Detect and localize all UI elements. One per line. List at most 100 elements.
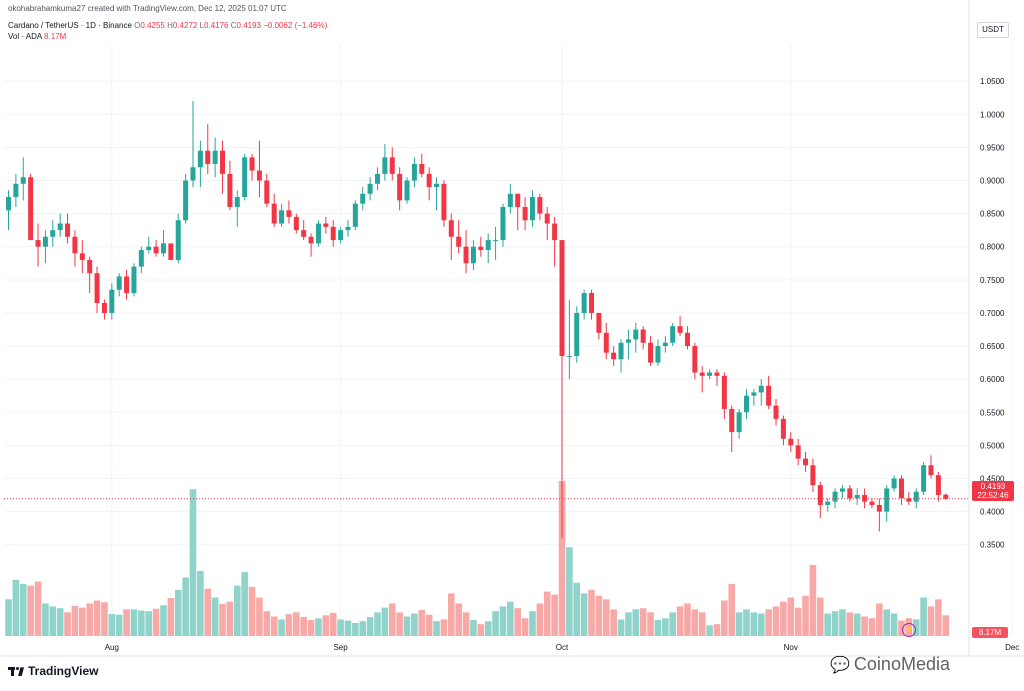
candle-body <box>648 342 654 363</box>
volume-bar <box>794 607 802 636</box>
volume-bar <box>551 594 558 636</box>
price-tick-label: 1.0000 <box>980 110 1005 119</box>
candle-body <box>470 246 476 264</box>
volume-bar <box>359 621 367 636</box>
candle-body <box>766 385 772 406</box>
candle-body <box>640 329 646 343</box>
volume-bar <box>226 601 234 636</box>
volume-bar <box>130 609 138 636</box>
candle-body <box>788 438 794 446</box>
volume-bar <box>566 547 573 636</box>
volume-bar <box>278 619 285 636</box>
candle-body <box>72 236 78 254</box>
candle-body <box>529 197 535 221</box>
candle-body <box>803 458 809 466</box>
volume-bar <box>529 611 536 636</box>
volume-bar <box>743 609 750 636</box>
candle-body <box>633 329 639 340</box>
volume-bar <box>684 603 691 636</box>
volume-bar <box>735 612 743 636</box>
candle-body <box>101 303 107 313</box>
candle-body <box>898 478 904 499</box>
volume-bar <box>647 612 654 636</box>
candle-body <box>20 177 26 184</box>
candle-body <box>928 465 934 476</box>
candle-body <box>286 210 292 217</box>
candle-body <box>537 197 543 214</box>
candle-body <box>308 236 314 244</box>
volume-bar <box>573 582 581 636</box>
volume-bar <box>876 603 883 636</box>
volume-bar <box>197 570 204 636</box>
candle-body <box>197 150 203 168</box>
candle-body <box>293 216 299 231</box>
candle-body <box>522 206 528 221</box>
volume-bar <box>204 588 212 636</box>
candle-body <box>256 170 262 181</box>
symbol-title[interactable]: Cardano / TetherUS · 1D · Binance <box>8 21 132 30</box>
volume-bar <box>108 614 116 636</box>
candle-body <box>279 210 285 224</box>
candle-countdown: 22:52:46 <box>977 491 1009 500</box>
candle-body <box>515 193 521 207</box>
volume-bar <box>580 593 588 636</box>
volume-bar <box>610 609 617 636</box>
volume-bar <box>507 601 514 636</box>
grid-lines <box>0 0 1024 657</box>
volume-label[interactable]: Vol · ADA <box>8 32 42 41</box>
price-tick-label: 0.6000 <box>980 375 1005 384</box>
volume-bar <box>883 609 891 636</box>
volume-bar <box>329 612 337 636</box>
candle-body <box>544 213 550 224</box>
candle-body <box>795 445 801 459</box>
volume-bar <box>167 598 175 636</box>
volume-bar <box>935 599 942 636</box>
price-tick-label: 0.8500 <box>980 210 1005 219</box>
volume-bar <box>19 583 27 636</box>
volume-bar <box>691 609 699 636</box>
candle-body <box>13 183 19 198</box>
volume-bar <box>396 612 403 636</box>
candle-body <box>345 226 351 231</box>
last-price-value: 0.4193 <box>980 482 1006 491</box>
candle-body <box>271 203 277 224</box>
volume-legend: Vol · ADA 8.17M <box>8 32 66 42</box>
candle-body <box>411 163 417 181</box>
candle-body <box>758 385 764 393</box>
candle-body <box>6 197 11 211</box>
candle-body <box>751 392 757 396</box>
candle-body <box>677 326 683 333</box>
candles <box>6 101 949 539</box>
candle-body <box>906 498 912 502</box>
volume-value: 8.17M <box>44 32 67 41</box>
price-tick-label: 0.5500 <box>980 408 1005 417</box>
volume-bar <box>521 618 529 636</box>
volume-bar <box>514 608 522 636</box>
volume-bar <box>617 619 625 636</box>
candle-body <box>921 465 927 492</box>
volume-bar <box>256 597 263 636</box>
volume-bar <box>728 583 736 636</box>
volume-bar <box>337 619 344 636</box>
candle-body <box>79 253 85 260</box>
candle-body <box>913 491 919 502</box>
volume-bar <box>824 613 831 636</box>
candle-body <box>670 326 676 343</box>
lightning-icon[interactable]: ⚡ <box>902 623 916 637</box>
candle-body <box>854 495 860 499</box>
candle-body <box>35 240 41 247</box>
volume-bar <box>403 616 411 636</box>
volume-bar <box>920 597 927 636</box>
volume-bar <box>654 620 662 636</box>
ohlc-legend: Cardano / TetherUS · 1D · Binance O0.425… <box>8 21 327 31</box>
volume-bar <box>241 572 248 636</box>
volume-bar <box>64 612 71 636</box>
currency-selector[interactable]: USDT <box>977 22 1009 38</box>
candle-body <box>862 495 868 502</box>
volume-bar <box>411 613 418 636</box>
candle-body <box>42 236 48 247</box>
candle-body <box>419 163 425 174</box>
price-tick-label: 1.0500 <box>980 77 1005 86</box>
tradingview-logo[interactable]: TradingView <box>8 664 98 678</box>
